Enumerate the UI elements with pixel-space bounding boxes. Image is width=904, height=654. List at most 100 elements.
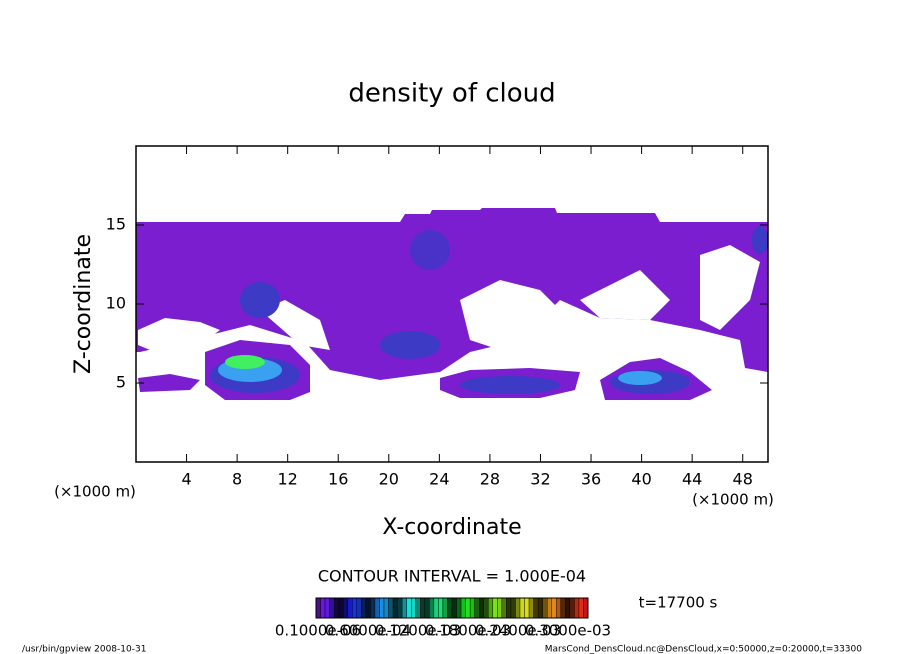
colorbar-swatch <box>497 597 503 619</box>
y-tick-label: 10 <box>106 294 126 313</box>
footer: /usr/bin/gpview 2008-10-31 <box>22 645 146 654</box>
colorbar-swatch <box>569 597 575 619</box>
colorbar-swatch <box>324 597 330 619</box>
dense-patch <box>225 355 265 369</box>
colorbar-swatch <box>315 597 321 619</box>
chart-title: density of cloud <box>348 79 555 109</box>
x-axis-title: X-coordinate <box>382 515 521 540</box>
x-tick-label: 36 <box>581 470 601 489</box>
colorbar-swatch <box>551 597 557 619</box>
colorbar-swatch <box>320 597 326 619</box>
cloud-gap <box>260 300 330 350</box>
dense-patch <box>618 371 662 385</box>
colorbar-swatch <box>438 597 444 619</box>
colorbar-swatch <box>528 597 534 619</box>
colorbar-swatch <box>469 597 475 619</box>
colorbar-swatch <box>379 597 385 619</box>
colorbar-frame <box>315 597 589 619</box>
colorbar-swatch <box>501 597 507 619</box>
x-tick-label: 16 <box>328 470 348 489</box>
colorbar-swatch <box>460 597 466 619</box>
colorbar-swatch <box>374 597 380 619</box>
colorbar-swatch <box>365 597 371 619</box>
colorbar-swatch <box>338 597 344 619</box>
colorbar-swatch <box>556 597 561 619</box>
colorbar-swatch <box>343 597 348 619</box>
x-tick-label: 12 <box>278 470 298 489</box>
dense-patch <box>380 331 440 359</box>
colorbar-swatch <box>533 597 539 619</box>
colorbar: 0.1000e-060.6000e-040.1200e-030.1800e-03… <box>275 597 611 640</box>
cloud-gap <box>580 270 670 320</box>
colorbar-swatch <box>392 597 398 619</box>
colorbar-swatch <box>479 597 484 619</box>
colorbar-swatch <box>519 597 525 619</box>
colorbar-swatch <box>429 597 435 619</box>
colorbar-swatch <box>383 597 389 619</box>
colorbar-label: 0.3000e-03 <box>525 622 611 640</box>
colorbar-swatch <box>356 597 362 619</box>
cloud-gap <box>460 280 560 350</box>
x-tick-label: 4 <box>181 470 191 489</box>
colorbar-swatch <box>456 597 462 619</box>
colorbar-swatch <box>547 597 552 619</box>
x-tick-label: 24 <box>429 470 449 489</box>
colorbar-swatch <box>397 597 403 619</box>
colorbar-swatch <box>510 597 516 619</box>
colorbar-swatch <box>465 597 471 619</box>
x-tick-label: 8 <box>232 470 242 489</box>
y-tick-label: 15 <box>106 215 126 234</box>
colorbar-swatch <box>415 597 421 619</box>
colorbar-swatch <box>492 597 498 619</box>
x-tick-label: 20 <box>379 470 399 489</box>
time-label: t=17700 s <box>639 594 718 612</box>
colorbar-swatch <box>411 597 416 619</box>
colorbar-swatch <box>370 597 376 619</box>
cloud-region <box>138 374 200 392</box>
cloud-gap <box>138 318 220 350</box>
colorbar-swatch <box>474 597 480 619</box>
colorbar-swatch <box>506 597 512 619</box>
colorbar-swatch <box>578 597 584 619</box>
colorbar-swatch <box>388 597 394 619</box>
colorbar-swatch <box>537 597 543 619</box>
colorbar-label: 0.1800e-03 <box>425 622 511 640</box>
colorbar-swatch <box>515 597 521 619</box>
dense-patch <box>460 376 560 394</box>
colorbar-swatch <box>542 597 548 619</box>
x-tick-label: 28 <box>480 470 500 489</box>
colorbar-swatch <box>483 597 489 619</box>
colorbar-swatch <box>574 597 580 619</box>
x-unit: (×1000 m) <box>692 491 774 509</box>
y-tick-label: 5 <box>116 373 126 392</box>
colorbar-swatch <box>333 597 339 619</box>
colorbar-swatch <box>524 597 530 619</box>
colorbar-label: 0.1200e-03 <box>375 622 461 640</box>
colorbar-swatch <box>565 597 571 619</box>
colorbar-swatch <box>560 597 566 619</box>
cloud-gap <box>700 245 760 330</box>
colorbar-label: 0.6000e-04 <box>325 622 411 640</box>
field <box>136 208 768 400</box>
colorbar-swatch <box>447 597 453 619</box>
colorbar-swatch <box>352 597 357 619</box>
colorbar-swatch <box>451 597 457 619</box>
colorbar-swatch <box>329 597 335 619</box>
colorbar-swatch <box>401 597 407 619</box>
x-tick-label: 48 <box>733 470 753 489</box>
contour-interval: CONTOUR INTERVAL = 1.000E-04 <box>318 567 586 586</box>
x-tick-label: 40 <box>631 470 651 489</box>
colorbar-swatch <box>433 597 439 619</box>
x-tick-label: 32 <box>530 470 550 489</box>
x-unit: (×1000 m) <box>54 483 136 501</box>
colorbar-swatch <box>347 597 353 619</box>
colorbar-swatch <box>406 597 412 619</box>
colorbar-swatch <box>420 597 425 619</box>
colorbar-swatch <box>583 597 589 619</box>
colorbar-swatch <box>442 597 448 619</box>
dense-patch <box>240 282 280 318</box>
colorbar-swatch <box>424 597 430 619</box>
colorbar-label: 0.2400e-03 <box>475 622 561 640</box>
y-axis-title: Z-coordinate <box>71 234 96 374</box>
